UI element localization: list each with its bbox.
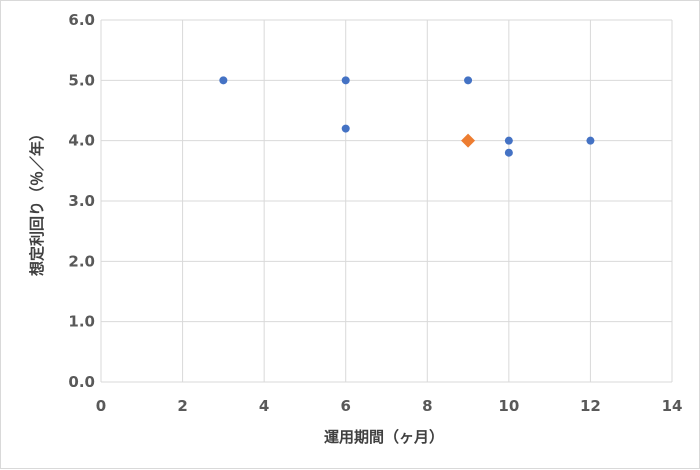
x-tick-label: 4	[259, 397, 269, 415]
y-tick-label: 3.0	[68, 192, 95, 210]
data-point	[219, 76, 228, 85]
data-point	[341, 76, 350, 85]
data-point	[504, 136, 513, 145]
x-tick-label: 6	[340, 397, 350, 415]
data-point	[341, 124, 350, 133]
y-tick-label: 2.0	[68, 252, 95, 270]
data-point	[504, 148, 513, 157]
y-axis-title: 想定利回り（％／年）	[28, 126, 46, 277]
x-tick-label: 0	[96, 397, 106, 415]
y-tick-label: 5.0	[68, 71, 95, 89]
data-point-diamond	[461, 133, 476, 148]
y-tick-label: 0.0	[68, 373, 95, 391]
data-point	[586, 136, 595, 145]
x-tick-label: 8	[422, 397, 432, 415]
x-tick-label: 14	[662, 397, 683, 415]
y-tick-label: 1.0	[68, 313, 95, 331]
y-tick-label: 6.0	[68, 11, 95, 29]
tick-labels: 0.0 1.0 2.0 3.0 4.0 5.0 6.0 0 2 4 6 8 10 12 14	[68, 11, 682, 415]
x-axis-title: 運用期間（ヶ月）	[324, 428, 444, 446]
data-point	[464, 76, 473, 85]
x-tick-label: 2	[177, 397, 187, 415]
x-tick-label: 12	[580, 397, 601, 415]
y-tick-label: 4.0	[68, 132, 95, 150]
x-tick-label: 10	[498, 397, 519, 415]
data-points	[219, 76, 595, 157]
grid-lines	[100, 19, 673, 383]
